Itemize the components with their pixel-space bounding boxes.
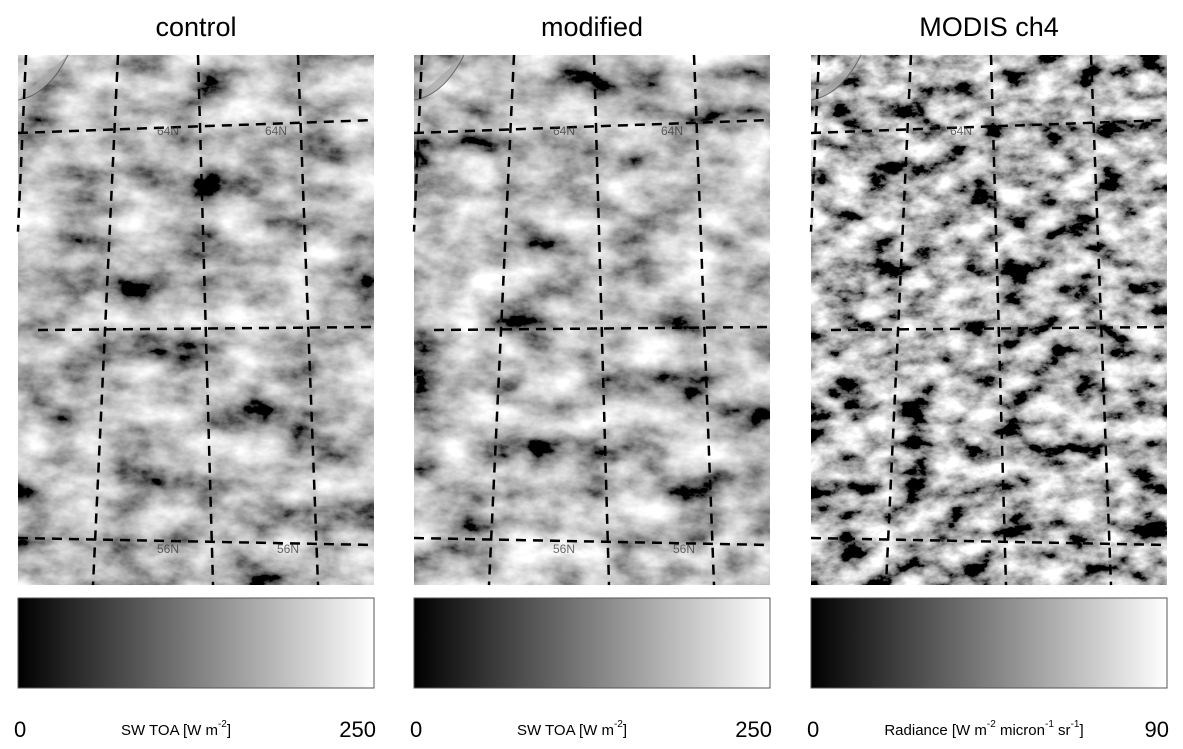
colorbar-min: 0 bbox=[410, 717, 422, 742]
figure: control 64N 64N 56N 56N 0 250 SW TOA [W m-2] mod… bbox=[0, 0, 1183, 749]
colorbar bbox=[18, 598, 374, 688]
grid-label: 56N bbox=[673, 542, 695, 556]
label-text: micron bbox=[996, 722, 1045, 739]
grid-label: 64N bbox=[157, 124, 179, 138]
colorbar bbox=[414, 598, 770, 688]
colorbar-min: 0 bbox=[14, 717, 26, 742]
panel-title: control bbox=[155, 12, 236, 42]
grid-label: 56N bbox=[277, 542, 299, 556]
label-text: ] bbox=[1079, 722, 1083, 739]
colorbar-label: SW TOA [W m-2] bbox=[517, 719, 627, 739]
label-text: ] bbox=[227, 722, 231, 739]
satellite-image bbox=[18, 55, 374, 585]
grid-label: 64N bbox=[950, 124, 972, 138]
colorbar-min: 0 bbox=[807, 717, 819, 742]
label-text: Radiance [W m bbox=[884, 722, 987, 739]
colorbar bbox=[811, 598, 1167, 688]
grid-label: 56N bbox=[553, 542, 575, 556]
label-text: SW TOA [W m bbox=[517, 722, 614, 739]
panel-title: modified bbox=[541, 12, 643, 42]
colorbar-label: Radiance [W m-2 micron-1 sr-1] bbox=[884, 719, 1083, 739]
label-text: sr bbox=[1054, 722, 1071, 739]
colorbar-max: 90 bbox=[1145, 717, 1169, 742]
colorbar-label: SW TOA [W m-2] bbox=[121, 719, 231, 739]
grid-label: 64N bbox=[661, 124, 683, 138]
colorbar-max: 250 bbox=[735, 717, 772, 742]
satellite-image bbox=[811, 55, 1167, 585]
colorbar-max: 250 bbox=[339, 717, 376, 742]
label-text: SW TOA [W m bbox=[121, 722, 218, 739]
grid-label: 64N bbox=[553, 124, 575, 138]
grid-label: 64N bbox=[265, 124, 287, 138]
panel-title: MODIS ch4 bbox=[919, 12, 1059, 42]
satellite-image bbox=[414, 55, 770, 585]
label-text: ] bbox=[623, 722, 627, 739]
grid-label: 56N bbox=[157, 542, 179, 556]
